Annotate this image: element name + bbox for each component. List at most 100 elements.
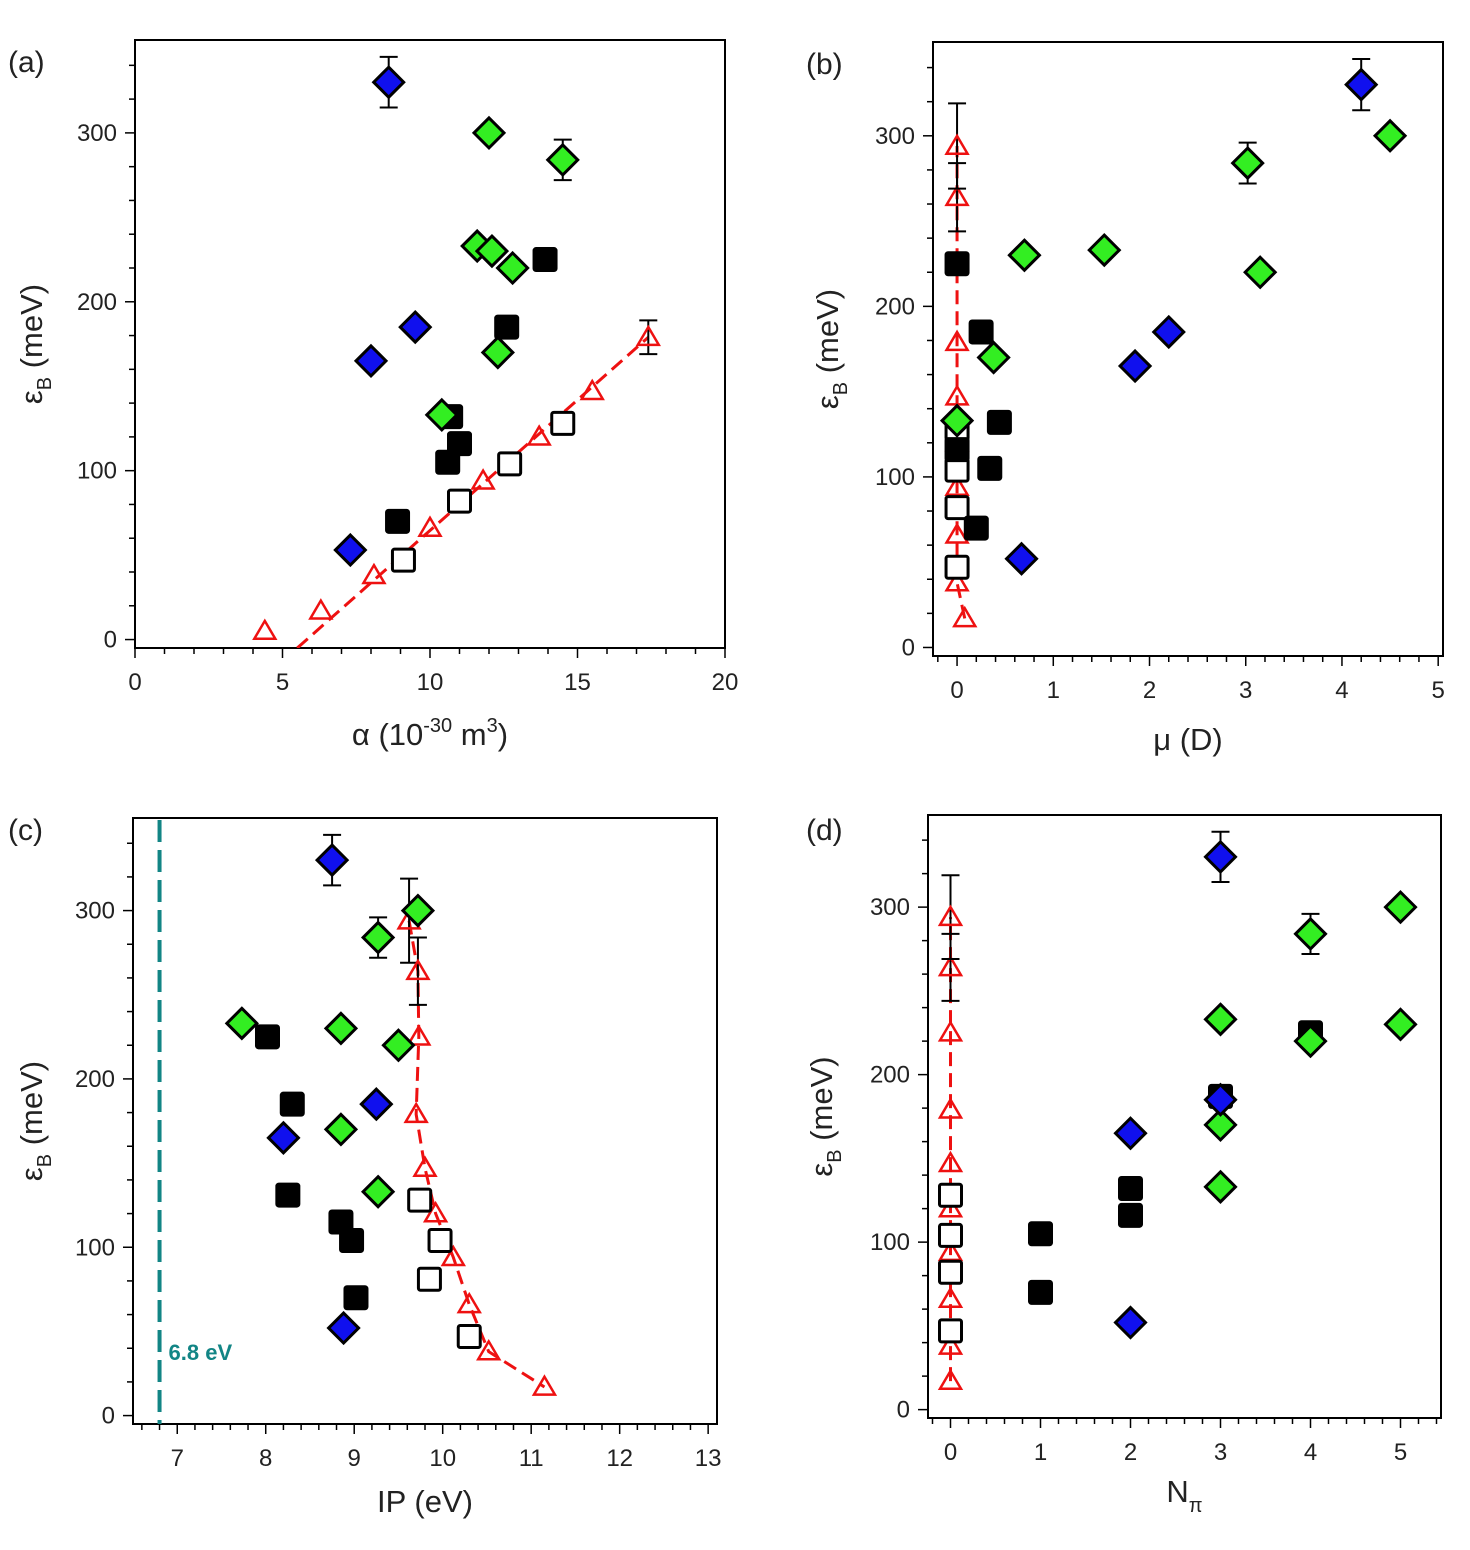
- data-point-diamond-blue: [314, 842, 350, 878]
- data-point-square-open: [938, 1259, 963, 1285]
- data-point-square-filled: [279, 1091, 305, 1117]
- data-point-triangle-open: [406, 1024, 432, 1046]
- data-point-square-filled: [435, 449, 461, 475]
- y-tick-label: 0: [897, 1397, 910, 1424]
- data-point-square-filled: [977, 455, 1003, 481]
- data-point-diamond-blue: [1344, 67, 1379, 102]
- data-point-diamond-green: [424, 397, 459, 433]
- data-point-triangle-open: [944, 474, 970, 497]
- x-tick-label: 8: [259, 1445, 272, 1472]
- y-tick-label: 300: [875, 123, 915, 150]
- data-point-diamond-green: [1203, 1002, 1238, 1037]
- data-point-square-filled: [339, 1228, 365, 1254]
- data-point-diamond-blue: [1004, 541, 1039, 576]
- panel-label: (b): [806, 48, 843, 81]
- data-point-square-filled: [944, 437, 970, 463]
- data-point-square-filled: [494, 314, 520, 340]
- data-point-diamond-green: [323, 1011, 359, 1046]
- data-point-diamond-green: [381, 1028, 416, 1063]
- x-tick-label: 15: [564, 669, 591, 696]
- data-point-diamond-blue: [1117, 348, 1153, 384]
- x-tick-label: 4: [1304, 1439, 1317, 1466]
- data-point-square-filled: [986, 409, 1012, 435]
- data-point-square-open: [390, 547, 416, 573]
- x-tick-label: 5: [1394, 1439, 1407, 1466]
- y-axis-title: εB (meV): [14, 1061, 56, 1181]
- data-point-square-filled: [254, 1024, 280, 1050]
- data-point-square-filled: [968, 319, 994, 345]
- data-point-triangle-open: [476, 1338, 502, 1361]
- data-point-square-filled: [1118, 1202, 1143, 1228]
- data-point-diamond-green: [323, 1112, 359, 1147]
- data-point-triangle-open: [405, 958, 431, 981]
- data-point-square-open: [938, 1318, 963, 1344]
- y-tick-label: 300: [77, 120, 117, 147]
- data-point-square-open: [427, 1228, 453, 1254]
- data-point-triangle-open: [579, 378, 605, 401]
- y-axis-title: εB (meV): [804, 1056, 846, 1176]
- data-point-triangle-open: [470, 468, 496, 490]
- x-tick-label: 20: [712, 669, 739, 696]
- x-tick-label: 12: [606, 1445, 633, 1472]
- data-point-triangle-open: [937, 1150, 964, 1173]
- data-point-diamond-blue: [1203, 839, 1238, 874]
- fit-line: [296, 336, 650, 648]
- x-tick-label: 5: [276, 669, 289, 696]
- data-point-triangle-open: [937, 1020, 964, 1042]
- data-point-diamond-green: [1230, 145, 1265, 181]
- data-point-square-open: [944, 457, 970, 483]
- x-tick-label: 5: [1432, 677, 1445, 704]
- data-point-triangle-open: [440, 1244, 467, 1267]
- data-point-diamond-green: [545, 142, 580, 178]
- data-point-triangle-open: [635, 324, 661, 347]
- data-point-diamond-blue: [353, 343, 389, 379]
- data-point-diamond-blue: [359, 1087, 394, 1122]
- data-point-triangle-open: [944, 329, 970, 352]
- x-axis-title: α (10-30 m3): [352, 715, 508, 752]
- fit-line: [955, 146, 967, 619]
- reference-line-label: 6.8 eV: [169, 1340, 233, 1365]
- data-point-square-filled: [343, 1285, 369, 1311]
- data-point-diamond-green: [360, 920, 396, 955]
- x-tick-label: 2: [1124, 1439, 1137, 1466]
- data-point-square-open: [447, 488, 472, 514]
- y-tick-label: 200: [77, 289, 117, 316]
- data-point-square-open: [944, 495, 970, 521]
- y-tick-label: 100: [75, 1234, 115, 1261]
- data-point-diamond-blue: [1113, 1116, 1148, 1151]
- data-point-square-open: [938, 1182, 963, 1208]
- data-point-triangle-open: [526, 424, 552, 446]
- fit-line: [407, 920, 546, 1389]
- data-point-triangle-open: [937, 1368, 964, 1391]
- data-point-square-filled: [963, 515, 989, 541]
- data-point-diamond-green: [1007, 238, 1042, 273]
- data-point-diamond-blue: [326, 1310, 361, 1346]
- data-point-triangle-open: [252, 618, 278, 641]
- data-point-square-filled: [275, 1182, 301, 1208]
- x-tick-label: 13: [695, 1445, 722, 1472]
- data-point-diamond-blue: [1203, 1082, 1238, 1117]
- data-point-triangle-open: [937, 1333, 964, 1355]
- data-point-square-filled: [532, 247, 558, 273]
- data-point-diamond-green: [1293, 1024, 1328, 1059]
- data-point-diamond-green: [495, 250, 530, 286]
- data-point-diamond-green: [1087, 232, 1122, 268]
- data-point-triangle-open: [308, 598, 334, 620]
- data-point-square-open: [407, 1187, 433, 1213]
- data-point-diamond-green: [471, 115, 507, 151]
- data-point-triangle-open: [937, 1286, 964, 1308]
- plot-frame: [927, 814, 1442, 1419]
- data-point-diamond-green: [360, 1174, 396, 1209]
- x-tick-label: 0: [944, 1439, 957, 1466]
- data-point-diamond-green: [1243, 255, 1278, 290]
- data-point-diamond-green: [480, 335, 515, 370]
- data-point-triangle-open: [403, 1101, 429, 1124]
- data-point-square-filled: [385, 508, 411, 534]
- data-point-triangle-open: [412, 1155, 438, 1178]
- data-point-square-open: [416, 1266, 442, 1292]
- y-tick-label: 0: [104, 627, 117, 654]
- data-point-triangle-open: [361, 562, 387, 585]
- data-point-diamond-green: [1203, 1169, 1238, 1204]
